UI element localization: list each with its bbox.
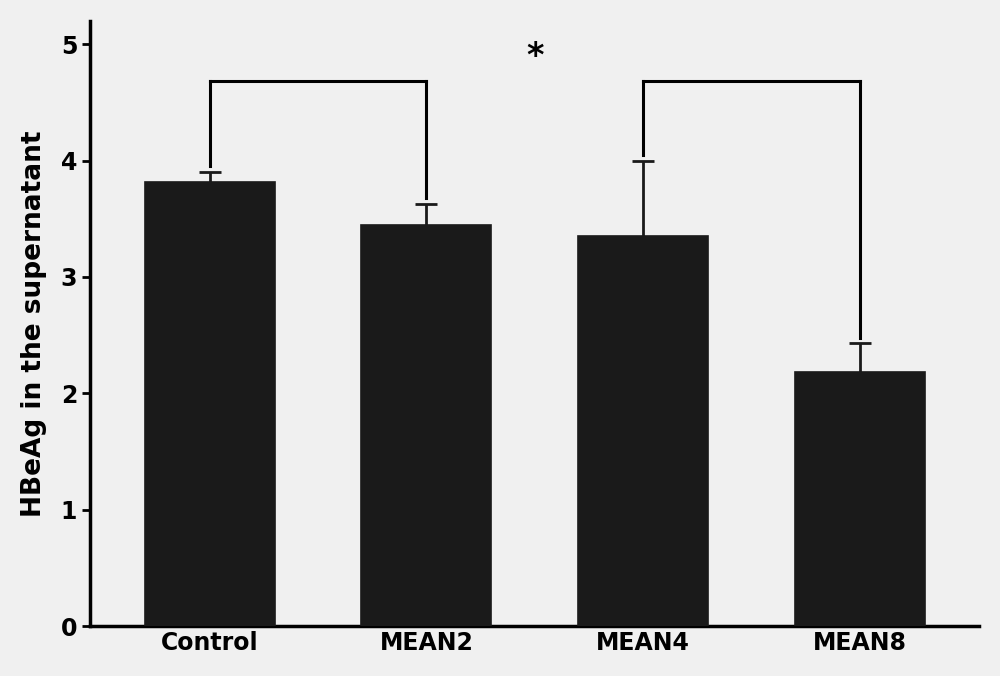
Bar bbox=[145, 182, 275, 626]
Bar bbox=[795, 372, 925, 626]
Bar bbox=[578, 236, 708, 626]
Bar bbox=[361, 224, 491, 626]
Y-axis label: HBeAg in the supernatant: HBeAg in the supernatant bbox=[21, 130, 47, 517]
Text: *: * bbox=[526, 41, 544, 73]
